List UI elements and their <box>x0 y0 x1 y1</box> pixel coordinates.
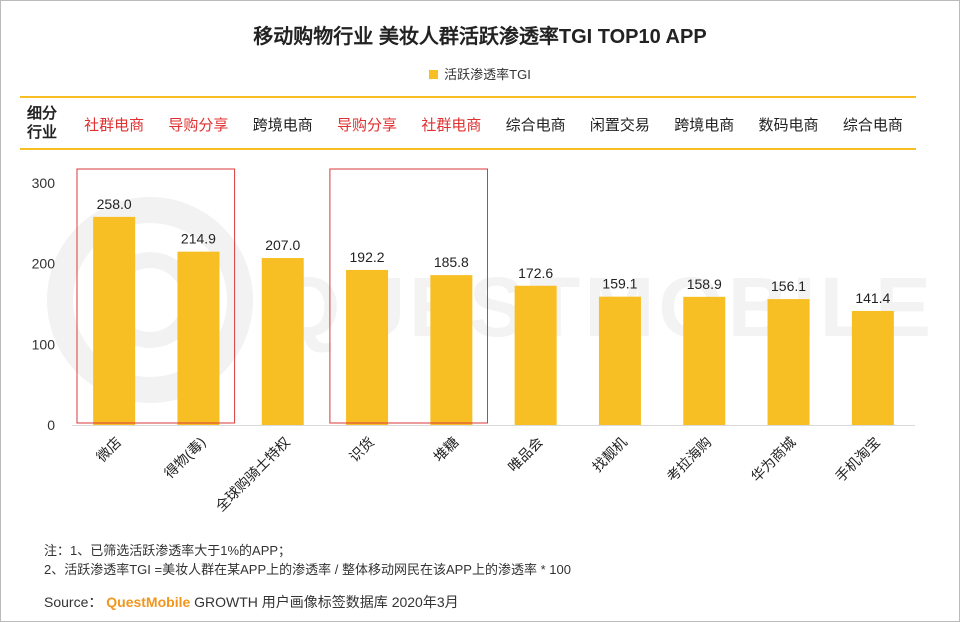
x-tick-label: 手机淘宝 <box>832 434 883 485</box>
x-tick-label: 识货 <box>346 434 377 465</box>
source-prefix: Source： <box>44 594 103 610</box>
x-tick-label: 唯品会 <box>505 434 546 475</box>
watermark-logo-icon <box>47 197 253 403</box>
bar-value-label: 159.1 <box>602 276 637 292</box>
industry-category: 综合电商 <box>842 117 903 134</box>
industry-category: 数码电商 <box>758 117 819 134</box>
industry-category: 闲置交易 <box>589 117 650 134</box>
chart-title: 移动购物行业 美妆人群活跃渗透率TGI TOP10 APP <box>253 26 707 48</box>
bar <box>598 296 641 425</box>
x-tick-label: 堆糖 <box>430 434 461 465</box>
bar-value-label: 192.2 <box>350 249 385 265</box>
industry-category: 跨境电商 <box>252 117 313 134</box>
bar <box>767 299 810 425</box>
highlight-box <box>76 168 236 424</box>
legend-swatch <box>429 70 439 79</box>
source-suffix: GROWTH 用户画像标签数据库 2020年3月 <box>194 594 459 610</box>
bar <box>430 275 473 425</box>
bar <box>851 310 894 425</box>
legend-label: 活跃渗透率TGI <box>444 67 531 82</box>
x-tick-label: 华为商城 <box>748 434 799 485</box>
industry-category: 综合电商 <box>505 117 566 134</box>
y-tick-label: 0 <box>47 417 55 433</box>
bar <box>346 269 389 425</box>
y-tick-label: 100 <box>32 336 56 352</box>
x-tick-label: 找靓机 <box>589 434 630 475</box>
y-tick-label: 300 <box>32 175 56 191</box>
industry-category: 社群电商 <box>421 117 482 134</box>
bar <box>514 285 557 425</box>
x-tick-label: 考拉海购 <box>663 434 714 485</box>
industry-category: 导购分享 <box>168 117 229 134</box>
industry-category: 跨境电商 <box>674 117 735 134</box>
bar <box>177 251 220 425</box>
notes: 注：1、已筛选活跃渗透率大于1%的APP； 2、活跃渗透率TGI =美妆人群在某… <box>44 541 571 579</box>
bar-value-label: 185.8 <box>434 254 469 270</box>
industry-category: 导购分享 <box>337 117 398 134</box>
x-tick-label: 全球购骑士特权 <box>212 434 293 515</box>
y-tick-label: 200 <box>32 256 56 272</box>
x-tick-label: 微店 <box>93 434 124 465</box>
bar-chart: 0 100 200 300 258.0 微店 214.9 得物(毒) 207.0 全球购骑士特权 1… <box>32 168 915 515</box>
legend: 活跃渗透率TGI <box>0 64 960 83</box>
industry-row-label: 细分行业 <box>26 105 57 141</box>
bar-value-label: 258.0 <box>97 196 132 212</box>
bar-value-label: 156.1 <box>771 278 806 294</box>
bar <box>261 258 304 425</box>
bar-value-label: 141.4 <box>855 290 890 306</box>
bar-value-label: 214.9 <box>181 231 216 247</box>
note-line-2: 2、活跃渗透率TGI =美妆人群在某APP上的渗透率 / 整体移动网民在该APP… <box>44 562 571 577</box>
x-tick-label: 得物(毒) <box>161 434 209 482</box>
bar-value-label: 158.9 <box>687 276 722 292</box>
note-line-1: 注：1、已筛选活跃渗透率大于1%的APP； <box>44 543 292 558</box>
industry-row: 细分行业 社群电商 导购分享 跨境电商 导购分享 社群电商 综合电商 闲置交易 跨境电商 数码电… <box>20 96 916 150</box>
bar-value-label: 172.6 <box>518 265 553 281</box>
source-brand: QuestMobile <box>106 594 191 610</box>
industry-category: 社群电商 <box>84 117 145 134</box>
bar <box>683 296 726 425</box>
highlight-box <box>329 168 488 424</box>
bar-value-label: 207.0 <box>265 237 300 253</box>
source: Source： QuestMobile GROWTH 用户画像标签数据库 202… <box>44 592 459 612</box>
bar <box>93 216 136 425</box>
